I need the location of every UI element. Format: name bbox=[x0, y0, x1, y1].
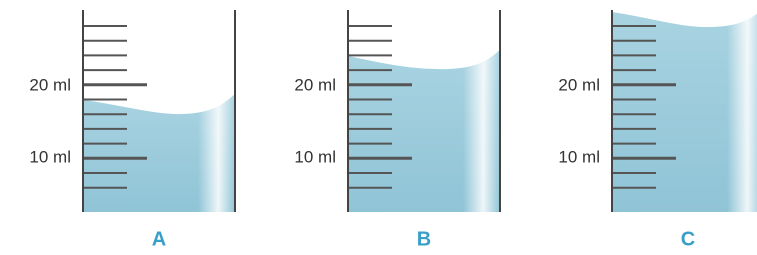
scale-label: 20 ml bbox=[294, 75, 336, 94]
cylinder-label: C bbox=[681, 228, 695, 250]
scale-label: 20 ml bbox=[29, 75, 71, 94]
cylinder: 20 ml 10 ml B bbox=[294, 10, 500, 250]
cylinder: 20 ml 10 ml A bbox=[29, 10, 235, 250]
scale-label: 10 ml bbox=[558, 147, 600, 166]
page: 20 ml10 mlA20 ml10 mlB20 ml10 mlC (() =>… bbox=[0, 0, 757, 255]
scale-label: 10 ml bbox=[294, 147, 336, 166]
glass-highlight bbox=[463, 10, 500, 212]
cylinders-figure: 20 ml 10 ml A 20 ml 10 ml B 20 ml 10 ml C bbox=[0, 0, 757, 255]
cylinder-label: B bbox=[417, 228, 431, 250]
glass-highlight bbox=[198, 10, 235, 212]
cylinder: 20 ml 10 ml C bbox=[558, 8, 757, 250]
cylinder-label: A bbox=[152, 228, 166, 250]
scale-label: 20 ml bbox=[558, 75, 600, 94]
scale-label: 10 ml bbox=[29, 147, 71, 166]
glass-highlight bbox=[727, 10, 757, 212]
